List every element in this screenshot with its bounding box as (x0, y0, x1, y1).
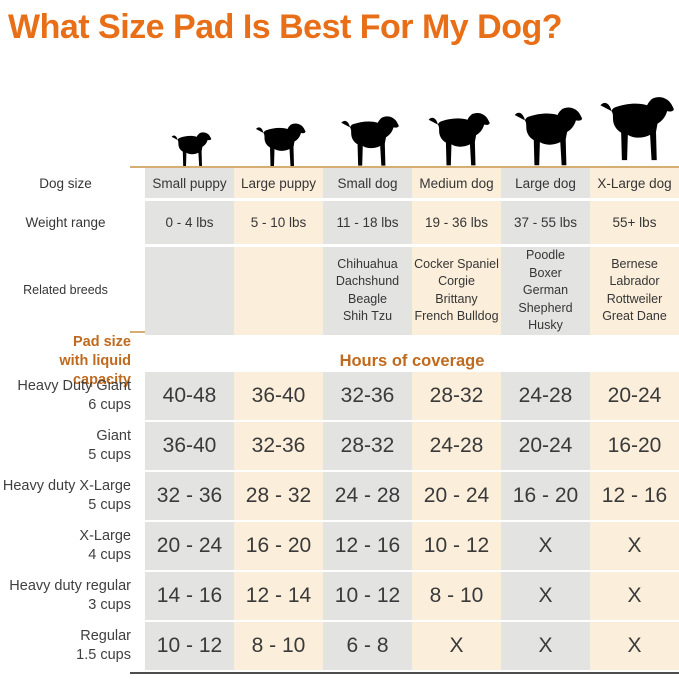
hours-cell: 24-28 (412, 422, 501, 470)
pad-row-heavy-duty-x-large: Heavy duty X-Large 5 cups 32 - 36 28 - 3… (0, 472, 679, 520)
pad-row-heavy-duty-giant: Heavy Duty Giant 6 cups 40-48 36-40 32-3… (0, 372, 679, 420)
medium-dog-icon (412, 62, 501, 168)
hours-cell: 32-36 (234, 422, 323, 470)
pad-name: Regular (80, 628, 131, 645)
pad-capacity: 5 cups (88, 497, 131, 513)
x-large-dog-icon (590, 62, 679, 168)
bottom-border-line (130, 672, 679, 674)
hours-cell: 16-20 (590, 422, 679, 470)
hours-cell: 12 - 14 (234, 572, 323, 620)
breeds-cell: Chihuahua Dachshund Beagle Shih Tzu (323, 247, 412, 335)
hours-cell: 14 - 16 (145, 572, 234, 620)
hours-cell: 10 - 12 (412, 522, 501, 570)
hours-cell: 16 - 20 (501, 472, 590, 520)
row-label-weight-range: Weight range (25, 215, 106, 230)
pad-row-regular: Regular 1.5 cups 10 - 12 8 - 10 6 - 8 X … (0, 622, 679, 670)
column-header-small-puppy: Small puppy (145, 168, 234, 198)
hours-cell: 20 - 24 (412, 472, 501, 520)
pad-row-giant: Giant 5 cups 36-40 32-36 28-32 24-28 20-… (0, 422, 679, 470)
column-header-large-dog: Large dog (501, 168, 590, 198)
breeds-cell: Bernese Labrador Rottweiler Great Dane (590, 247, 679, 335)
dog-icons-row (0, 62, 679, 168)
weight-range-row: Weight range 0 - 4 lbs 5 - 10 lbs 11 - 1… (0, 201, 679, 244)
hours-cell: 32-36 (323, 372, 412, 420)
breeds-cell (234, 247, 323, 335)
hours-cell: 6 - 8 (323, 622, 412, 670)
hours-cell: 10 - 12 (145, 622, 234, 670)
hours-cell: X (501, 622, 590, 670)
hours-cell: 8 - 10 (234, 622, 323, 670)
hours-cell: 24-28 (501, 372, 590, 420)
breeds-cell: Poodle Boxer German Shepherd Husky (501, 247, 590, 335)
pad-row-heavy-duty-regular: Heavy duty regular 3 cups 14 - 16 12 - 1… (0, 572, 679, 620)
hours-cell: 16 - 20 (234, 522, 323, 570)
pad-capacity: 3 cups (88, 597, 131, 613)
breeds-cell (145, 247, 234, 335)
hours-cell: 20-24 (501, 422, 590, 470)
column-header-medium-dog: Medium dog (412, 168, 501, 198)
spacer (0, 62, 145, 168)
column-header-x-large-dog: X-Large dog (590, 168, 679, 198)
hours-cell: 8 - 10 (412, 572, 501, 620)
large-dog-icon (501, 62, 590, 168)
page-title: What Size Pad Is Best For My Dog? (8, 8, 563, 46)
pad-capacity: 4 cups (88, 547, 131, 563)
small-dog-icon (323, 62, 412, 168)
hours-cell: 20 - 24 (145, 522, 234, 570)
pad-capacity: 1.5 cups (76, 647, 131, 663)
weight-cell: 11 - 18 lbs (323, 201, 412, 244)
large-puppy-icon (234, 62, 323, 168)
small-puppy-icon (145, 62, 234, 168)
pad-name: Heavy duty X-Large (2, 478, 131, 495)
column-header-small-dog: Small dog (323, 168, 412, 198)
pad-name: Giant (96, 428, 131, 445)
hours-of-coverage-header: Hours of coverage (339, 351, 485, 370)
ground-line (130, 166, 679, 168)
hours-cell: 36-40 (234, 372, 323, 420)
hours-cell: X (501, 572, 590, 620)
hours-cell: 28 - 32 (234, 472, 323, 520)
pad-row-x-large: X-Large 4 cups 20 - 24 16 - 20 12 - 16 1… (0, 522, 679, 570)
hours-cell: 28-32 (323, 422, 412, 470)
pad-name: Heavy duty regular (9, 578, 131, 595)
hours-cell: X (501, 522, 590, 570)
related-breeds-row: Related breeds Chihuahua Dachshund Beagl… (0, 247, 679, 335)
weight-cell: 37 - 55 lbs (501, 201, 590, 244)
hours-cell: X (412, 622, 501, 670)
pad-name: Heavy Duty Giant (17, 378, 131, 395)
hours-cell: X (590, 622, 679, 670)
pad-size-label: Pad size with liquid capacity (59, 334, 131, 388)
hours-cell: X (590, 522, 679, 570)
weight-cell: 19 - 36 lbs (412, 201, 501, 244)
hours-cell: 12 - 16 (590, 472, 679, 520)
pad-capacity: 5 cups (88, 447, 131, 463)
hours-cell: 20-24 (590, 372, 679, 420)
pad-section-header: Pad size with liquid capacity Hours of c… (0, 333, 679, 388)
column-header-large-puppy: Large puppy (234, 168, 323, 198)
hours-cell: 32 - 36 (145, 472, 234, 520)
row-label-dog-size: Dog size (39, 175, 92, 191)
pad-capacity: 6 cups (88, 397, 131, 413)
hours-cell: X (590, 572, 679, 620)
hours-cell: 24 - 28 (323, 472, 412, 520)
hours-cell: 36-40 (145, 422, 234, 470)
weight-cell: 55+ lbs (590, 201, 679, 244)
dog-size-row: Dog size Small puppy Large puppy Small d… (0, 168, 679, 198)
weight-cell: 5 - 10 lbs (234, 201, 323, 244)
hours-cell: 40-48 (145, 372, 234, 420)
hours-cell: 28-32 (412, 372, 501, 420)
hours-cell: 10 - 12 (323, 572, 412, 620)
breeds-cell: Cocker Spaniel Corgie Brittany French Bu… (412, 247, 501, 335)
weight-cell: 0 - 4 lbs (145, 201, 234, 244)
hours-cell: 12 - 16 (323, 522, 412, 570)
row-label-related-breeds: Related breeds (23, 283, 108, 297)
pad-name: X-Large (79, 528, 131, 545)
